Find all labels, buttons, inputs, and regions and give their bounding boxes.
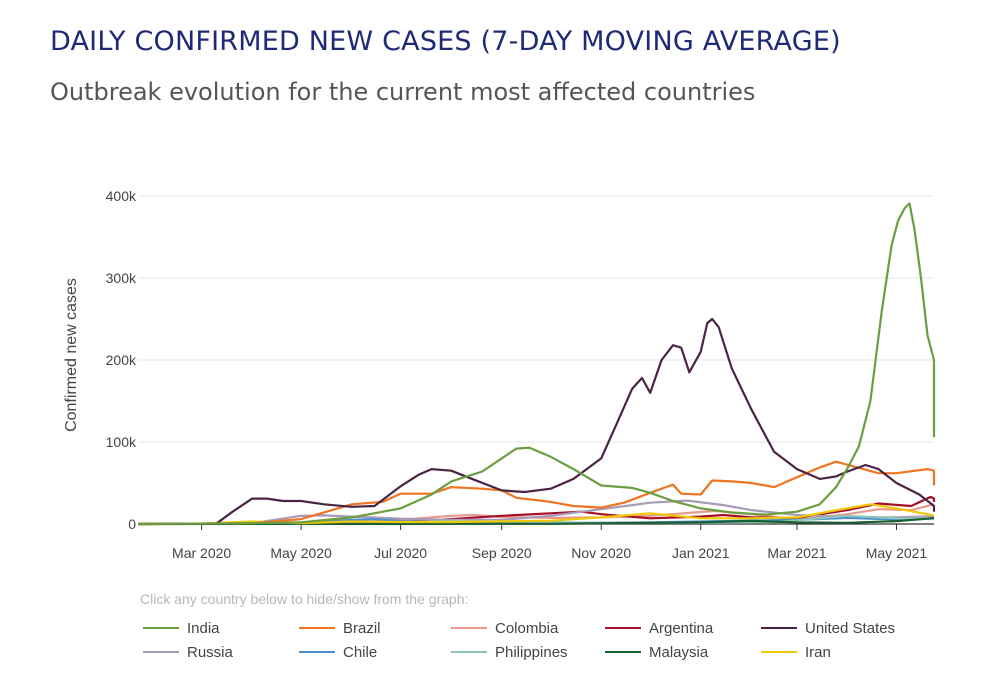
y-tick-label: 200k xyxy=(106,352,137,368)
legend-item-india[interactable]: India xyxy=(143,619,220,637)
legend-item-brazil[interactable]: Brazil xyxy=(299,619,381,637)
y-axis-label: Confirmed new cases xyxy=(63,278,80,432)
x-tick-label: May 2020 xyxy=(270,545,332,561)
legend-label: United States xyxy=(805,619,896,637)
y-tick-label: 300k xyxy=(106,270,137,286)
legend-swatch xyxy=(299,651,335,653)
legend-swatch xyxy=(299,627,335,629)
y-tick-label: 400k xyxy=(106,188,137,204)
x-tick-label: Mar 2021 xyxy=(767,545,826,561)
legend-swatch xyxy=(143,651,179,653)
legend-item-chile[interactable]: Chile xyxy=(299,643,377,661)
series-line-india[interactable] xyxy=(137,202,936,526)
x-axis: Mar 2020 May 2020 Jul 2020 Sep 2020 Nov 2020… xyxy=(172,524,927,561)
line-chart: 0 100k 200k 300k 400k Mar 2020 May 2020 Jul 20… xyxy=(63,188,936,561)
series-line-malaysia[interactable] xyxy=(137,516,935,526)
legend-label: Brazil xyxy=(343,619,381,637)
chart-subtitle: Outbreak evolution for the current most … xyxy=(50,78,756,106)
series-line-united-states[interactable] xyxy=(137,317,936,526)
legend-hint: Click any country below to hide/show fro… xyxy=(140,591,469,607)
legend-item-iran[interactable]: Iran xyxy=(761,643,831,661)
legend-swatch xyxy=(143,627,179,629)
legend-swatch xyxy=(761,651,797,653)
legend-swatch xyxy=(761,627,797,629)
x-tick-label: Nov 2020 xyxy=(571,545,631,561)
legend-swatch xyxy=(451,651,487,653)
legend-item-argentina[interactable]: Argentina xyxy=(605,619,713,637)
legend-label: Argentina xyxy=(649,619,714,637)
legend-swatch xyxy=(605,627,641,629)
legend-label: Philippines xyxy=(495,643,568,661)
x-tick-label: Jul 2020 xyxy=(374,545,427,561)
x-tick-label: Mar 2020 xyxy=(172,545,231,561)
series-lines[interactable] xyxy=(137,202,936,526)
legend-label: Russia xyxy=(187,643,233,661)
y-tick-label: 100k xyxy=(106,434,137,450)
legend-label: Iran xyxy=(805,643,831,661)
x-tick-label: Sep 2020 xyxy=(472,545,532,561)
x-tick-label: May 2021 xyxy=(866,545,928,561)
x-tick-label: Jan 2021 xyxy=(672,545,730,561)
chart-title: DAILY CONFIRMED NEW CASES (7-DAY MOVING … xyxy=(50,26,841,57)
grid-lines xyxy=(138,195,934,525)
legend-swatch xyxy=(451,627,487,629)
legend-label: Chile xyxy=(343,643,378,661)
legend-label: Malaysia xyxy=(649,643,709,661)
legend-label: India xyxy=(187,619,220,637)
y-tick-label: 0 xyxy=(128,516,136,532)
legend-swatch xyxy=(605,651,641,653)
legend-item-malaysia[interactable]: Malaysia xyxy=(605,643,708,661)
legend-item-philippines[interactable]: Philippines xyxy=(451,643,568,661)
legend-item-russia[interactable]: Russia xyxy=(143,643,233,661)
legend-label: Colombia xyxy=(495,619,559,637)
legend-item-united-states[interactable]: United States xyxy=(761,619,895,637)
y-axis: 0 100k 200k 300k 400k xyxy=(106,188,137,532)
legend-item-colombia[interactable]: Colombia xyxy=(451,619,558,637)
